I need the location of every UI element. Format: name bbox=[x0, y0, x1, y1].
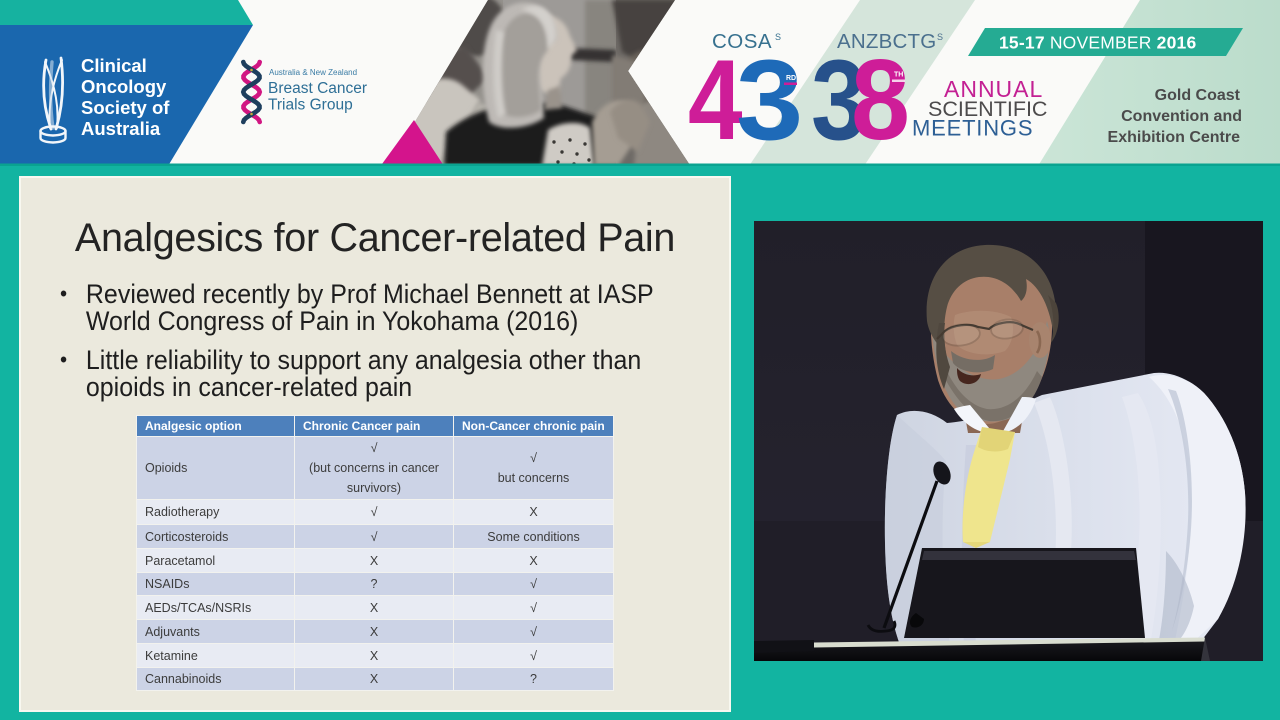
svg-text:Clinical: Clinical bbox=[81, 55, 147, 76]
svg-text:Convention and: Convention and bbox=[1121, 108, 1242, 125]
svg-text:Australia & New Zealand: Australia & New Zealand bbox=[269, 68, 357, 77]
svg-text:8: 8 bbox=[851, 36, 910, 163]
svg-text:Trials Group: Trials Group bbox=[268, 97, 353, 114]
svg-text:Breast Cancer: Breast Cancer bbox=[268, 80, 367, 97]
svg-text:Gold Coast: Gold Coast bbox=[1155, 87, 1241, 104]
svg-text:S: S bbox=[937, 32, 943, 42]
svg-text:Oncology: Oncology bbox=[81, 76, 167, 97]
svg-text:SCIENTIFIC: SCIENTIFIC bbox=[928, 97, 1047, 121]
svg-text:15-17 NOVEMBER 2016: 15-17 NOVEMBER 2016 bbox=[999, 33, 1196, 53]
svg-text:3: 3 bbox=[811, 36, 867, 163]
svg-text:4: 4 bbox=[688, 36, 743, 164]
svg-text:TH: TH bbox=[894, 72, 903, 79]
svg-text:S: S bbox=[775, 32, 781, 42]
svg-text:MEETINGS: MEETINGS bbox=[912, 116, 1033, 141]
svg-text:Australia: Australia bbox=[81, 118, 161, 139]
svg-text:Society of: Society of bbox=[81, 97, 170, 118]
svg-text:Exhibition Centre: Exhibition Centre bbox=[1108, 129, 1241, 146]
svg-text:ANZBCTG: ANZBCTG bbox=[837, 30, 936, 53]
svg-text:COSA: COSA bbox=[712, 30, 772, 53]
svg-text:RD: RD bbox=[786, 75, 796, 82]
svg-text:3: 3 bbox=[736, 36, 803, 163]
svg-text:ANNUAL: ANNUAL bbox=[944, 76, 1043, 102]
